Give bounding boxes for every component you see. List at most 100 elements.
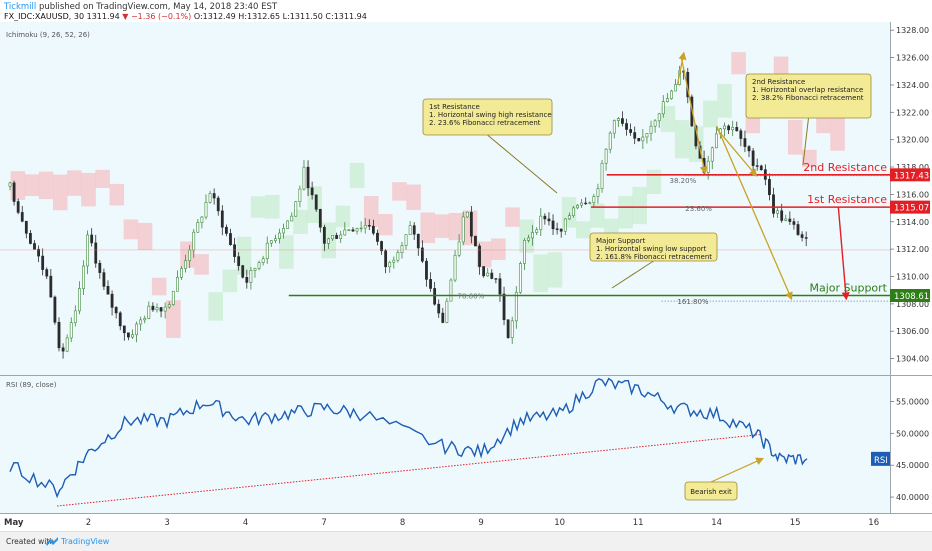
candle-body <box>253 268 257 271</box>
candle <box>596 183 600 204</box>
candle-body <box>90 234 94 244</box>
rsi-pane-bg[interactable] <box>0 376 890 513</box>
candle <box>49 268 53 298</box>
candle <box>661 95 665 118</box>
candle-body <box>612 120 616 134</box>
candle <box>674 79 677 92</box>
candle-body <box>498 278 502 295</box>
candle <box>751 148 755 171</box>
candle <box>29 229 32 245</box>
candle-body <box>302 166 306 190</box>
symbol-label[interactable]: FX_IDC:XAUUSD, 30 <box>4 12 85 21</box>
candle-body <box>261 258 265 263</box>
cloud-segment <box>434 214 450 238</box>
candle-body <box>604 148 608 164</box>
candle <box>743 130 747 153</box>
candle-body <box>61 347 65 352</box>
candle-body <box>535 229 539 233</box>
candle <box>400 241 404 259</box>
time-tick-label: 3 <box>164 518 169 528</box>
candle <box>502 286 506 326</box>
candle-body <box>461 216 465 243</box>
candle-body <box>723 125 726 130</box>
candle <box>257 260 261 271</box>
cloud-segment <box>109 183 125 206</box>
candle <box>351 227 355 232</box>
candle <box>388 260 392 273</box>
candle <box>298 185 302 208</box>
chart-svg[interactable]: 2nd Resistance 1st Resistance Major Suppor… <box>0 0 932 531</box>
time-tick-label: May <box>4 518 24 528</box>
publisher-name[interactable]: Tickmill <box>4 2 37 12</box>
candle-body <box>127 332 130 338</box>
candle <box>727 124 731 135</box>
candle-body <box>731 127 735 131</box>
candle <box>784 214 788 222</box>
candle-body <box>412 225 416 235</box>
cloud-segment <box>392 182 407 201</box>
candle <box>343 222 347 236</box>
candle-body <box>176 277 179 292</box>
price-tick-label: 1310.00 <box>896 272 929 281</box>
candle <box>310 181 314 200</box>
note-major-support-pointer <box>611 260 654 289</box>
arrow-up-to-high <box>676 51 687 86</box>
candle-body <box>621 118 624 124</box>
candle <box>580 198 584 208</box>
candle-body <box>216 197 220 212</box>
published-text: published on TradingView.com, May 14, 20… <box>38 2 278 12</box>
candle-body <box>441 312 445 323</box>
candle-body <box>322 226 326 244</box>
tradingview-brand[interactable]: TradingView <box>61 537 110 546</box>
candle <box>457 234 461 258</box>
candle-body <box>16 201 20 213</box>
bearish-exit-label: Bearish exit <box>690 488 732 496</box>
candle-body <box>531 232 535 239</box>
candle-body <box>310 187 314 196</box>
candle <box>184 254 187 273</box>
candle-body <box>171 290 175 305</box>
candle-body <box>551 220 555 230</box>
candle-body <box>339 234 343 239</box>
candle-body <box>559 228 563 232</box>
candle <box>723 122 726 137</box>
note-first-resistance-line: 2. 23.6% Fibonacci retracement <box>429 119 541 127</box>
candle <box>445 298 449 324</box>
candle-body <box>555 228 559 230</box>
candle-body <box>584 202 588 205</box>
candle-body <box>37 248 40 257</box>
candle-body <box>94 242 98 264</box>
cloud-segment <box>816 116 831 134</box>
time-tick-label: 10 <box>554 518 565 528</box>
candle-body <box>78 288 81 312</box>
tradingview-logo-icon <box>46 537 58 546</box>
candle <box>16 198 20 215</box>
candle-body <box>400 245 404 254</box>
candle <box>404 234 408 250</box>
candle-body <box>24 220 28 234</box>
candle-body <box>200 216 204 223</box>
cloud-segment <box>703 100 718 128</box>
candle <box>359 221 363 233</box>
candle <box>322 224 326 252</box>
candle <box>294 200 298 217</box>
time-tick-label: 15 <box>790 518 801 528</box>
candle <box>710 146 714 170</box>
rsi-line <box>9 377 808 499</box>
candle <box>514 286 518 329</box>
candle <box>392 256 396 269</box>
candle-body <box>355 228 359 232</box>
candle-body <box>380 241 383 252</box>
note-second-resistance-pointer <box>802 117 809 166</box>
candle-body <box>265 242 269 260</box>
candle-body <box>151 305 155 311</box>
candle-body <box>478 245 481 267</box>
candle <box>61 343 65 359</box>
badge-major-support: 1308.61 <box>890 289 930 303</box>
candle-body <box>82 265 85 289</box>
candle-body <box>645 133 649 138</box>
candle <box>465 211 469 219</box>
candle <box>616 116 620 127</box>
candle <box>408 221 412 235</box>
